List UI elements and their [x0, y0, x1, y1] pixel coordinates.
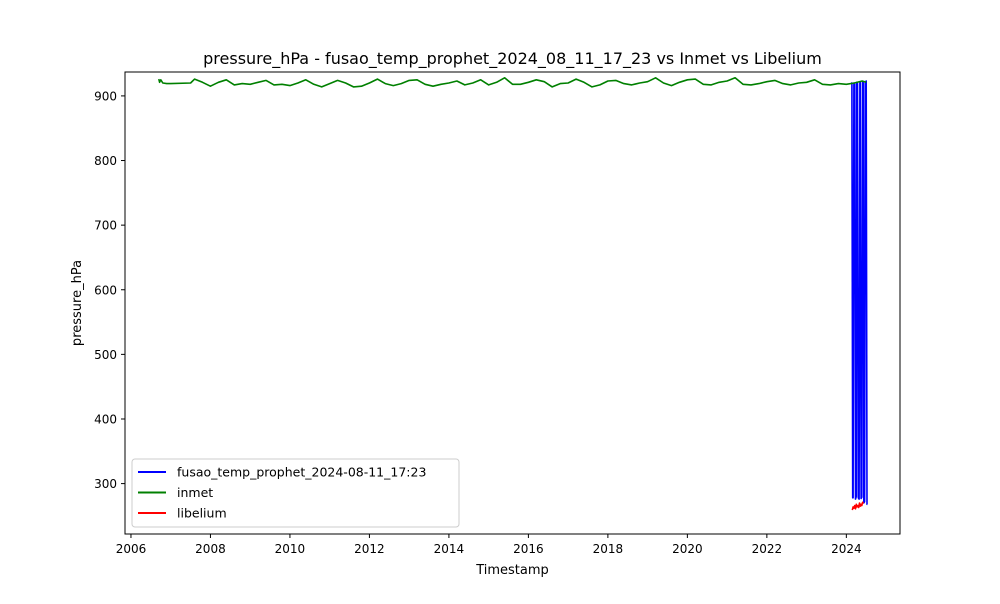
x-tick-label: 2024 — [831, 542, 862, 556]
y-axis-label: pressure_hPa — [70, 260, 85, 346]
plot-area — [124, 71, 901, 535]
x-tick-label: 2006 — [116, 542, 147, 556]
x-tick-label: 2020 — [672, 542, 703, 556]
y-tick-label: 500 — [94, 348, 117, 362]
x-tick-label: 2022 — [752, 542, 783, 556]
x-axis: 2006 2008 2010 2012 2014 2016 2018 2020 2022 2024 — [116, 534, 862, 556]
y-tick-label: 300 — [94, 477, 117, 491]
x-tick-label: 2008 — [195, 542, 226, 556]
legend: fusao_temp_prophet_2024-08-11_17:23inmet… — [131, 458, 460, 528]
x-tick-label: 2012 — [354, 542, 385, 556]
chart-title: pressure_hPa - fusao_temp_prophet_2024_0… — [203, 49, 822, 69]
legend-box — [131, 458, 460, 528]
series-line-1 — [851, 80, 868, 506]
plot-frame — [124, 71, 901, 535]
series-line-2 — [158, 77, 867, 88]
y-axis: 300 400 500 600 700 800 900 — [94, 89, 125, 491]
y-tick-label: 700 — [94, 219, 117, 233]
y-tick-label: 400 — [94, 412, 117, 426]
series-line-3 — [851, 501, 865, 511]
y-tick-label: 900 — [94, 89, 117, 103]
x-tick-label: 2018 — [593, 542, 624, 556]
x-axis-label: Timestamp — [475, 563, 549, 578]
x-tick-label: 2016 — [513, 542, 544, 556]
legend-label: libelium — [177, 506, 227, 521]
y-tick-label: 800 — [94, 154, 117, 168]
x-tick-label: 2010 — [275, 542, 306, 556]
legend-label: inmet — [177, 485, 213, 500]
x-tick-label: 2014 — [434, 542, 465, 556]
series-layer — [158, 77, 868, 511]
y-tick-label: 600 — [94, 283, 117, 297]
legend-label: fusao_temp_prophet_2024-08-11_17:23 — [177, 465, 426, 480]
